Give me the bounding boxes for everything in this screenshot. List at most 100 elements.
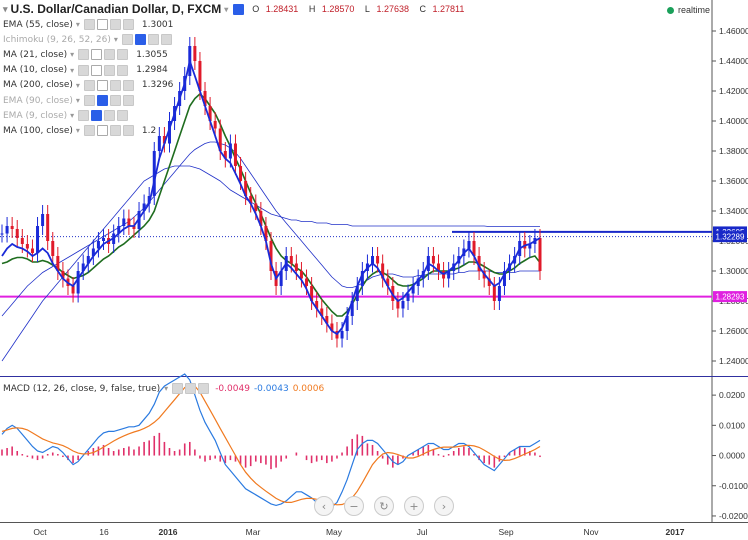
zoom-in-icon[interactable]: + [404,496,424,516]
caret-icon[interactable]: ▾ [113,35,118,45]
candle-body [497,286,501,301]
close-icon[interactable] [117,110,129,122]
eye-icon[interactable] [91,110,103,122]
candle-body [477,256,481,271]
settings-icon[interactable] [78,64,90,76]
ma-200-line [1,165,540,362]
caret-icon[interactable]: ▾ [224,4,229,14]
close-icon[interactable] [198,383,210,394]
signal-line [1,383,541,506]
caret-icon[interactable]: ▾ [70,65,75,75]
candle-body [76,271,80,294]
price-tick-label: 1.26000 [719,326,748,336]
indicator-name[interactable]: EMA (90, close) [3,95,73,106]
close-icon[interactable] [117,64,129,76]
indicator-name[interactable]: MA (100, close) [3,125,73,136]
eye-icon[interactable] [185,383,197,394]
candle-body [46,214,50,241]
candle-body [102,238,106,241]
add-icon[interactable] [109,79,121,91]
indicator-name[interactable]: MA (21, close) [3,49,68,60]
settings-icon[interactable] [83,19,95,30]
indicator-name[interactable]: EMA (55, close) [3,19,73,30]
add-icon[interactable] [109,125,121,137]
zoom-out-icon[interactable]: − [344,496,364,516]
candle-body [371,256,375,264]
indicator-row: Ichimoku (9, 26, 52, 26) ▾ [3,34,180,46]
candle-body [330,323,334,331]
eye-icon[interactable] [96,125,108,137]
scroll-right-icon[interactable]: › [434,496,454,516]
settings-icon[interactable] [121,34,133,46]
candle-body [320,308,324,316]
settings-icon[interactable] [83,79,95,91]
high-value: 1.28570 [321,4,355,14]
caret-icon[interactable]: ▾ [75,80,80,90]
add-icon[interactable] [104,64,116,76]
indicator-name[interactable]: MA (10, close) [3,65,68,76]
settings-icon[interactable] [83,95,95,106]
macd-tick-label: 0.0200 [719,390,745,400]
candle-body [198,61,202,91]
scroll-left-icon[interactable]: ‹ [314,496,334,516]
close-icon[interactable] [160,34,172,46]
indicator-name[interactable]: EMA (9, close) [3,110,68,121]
candle-body [142,203,146,211]
close-icon[interactable] [122,19,134,30]
candle-body [472,241,476,256]
price-tag-box [713,291,747,303]
candle-body [431,256,435,264]
candle-body [299,271,303,279]
settings-icon[interactable] [83,125,95,137]
eye-icon[interactable] [96,19,108,30]
candle-body [162,136,166,144]
eye-icon[interactable] [91,49,103,61]
indicator-name[interactable]: MA (200, close) [3,80,73,91]
candle-body [127,218,131,226]
caret-icon[interactable]: ▾ [75,126,80,136]
settings-icon[interactable] [172,383,184,394]
chevron-down-icon[interactable]: ▾ [3,3,8,14]
indicator-name[interactable]: Ichimoku (9, 26, 52, 26) [3,34,111,45]
caret-icon[interactable]: ▾ [70,111,75,121]
caret-icon[interactable]: ▾ [70,50,75,60]
add-icon[interactable] [109,95,121,106]
caret-icon[interactable]: ▾ [75,20,80,29]
settings-icon[interactable] [78,110,90,122]
eye-icon[interactable] [233,3,245,15]
price-tick-label: 1.42000 [719,86,748,96]
candle-body [41,214,45,226]
symbol-title[interactable]: U.S. Dollar/Canadian Dollar, D, FXCM [10,2,222,16]
candle-body [350,301,354,316]
indicator-value: 1.3055 [136,49,168,60]
close-icon[interactable] [122,125,134,137]
candle-body [5,226,9,234]
settings-icon[interactable] [78,49,90,61]
add-icon[interactable] [147,34,159,46]
eye-icon[interactable] [96,95,108,106]
candle-body [218,128,222,151]
candle-body [96,241,100,249]
eye-icon[interactable] [91,64,103,76]
close-icon[interactable] [122,79,134,91]
macd-line-value: -0.0043 [253,383,289,394]
add-icon[interactable] [104,49,116,61]
caret-icon[interactable]: ▾ [164,384,169,393]
add-icon[interactable] [109,19,121,30]
close-icon[interactable] [117,49,129,61]
macd-title[interactable]: MACD (12, 26, close, 9, false, true) [3,383,161,394]
eye-icon[interactable] [134,34,146,46]
indicator-row: MA (10, close) ▾ 1.2984 [3,64,168,76]
eye-icon[interactable] [96,79,108,91]
time-tick-label: Jul [417,527,428,537]
candle-body [193,46,197,61]
add-icon[interactable] [104,110,116,122]
reset-icon[interactable]: ↻ [374,496,394,516]
close-icon[interactable] [122,95,134,106]
candle-body [279,271,283,286]
indicator-row: MA (200, close) ▾ 1.3296 [3,79,173,91]
ma-10-line [1,57,541,336]
candle-body [447,271,451,279]
caret-icon[interactable]: ▾ [75,96,80,105]
